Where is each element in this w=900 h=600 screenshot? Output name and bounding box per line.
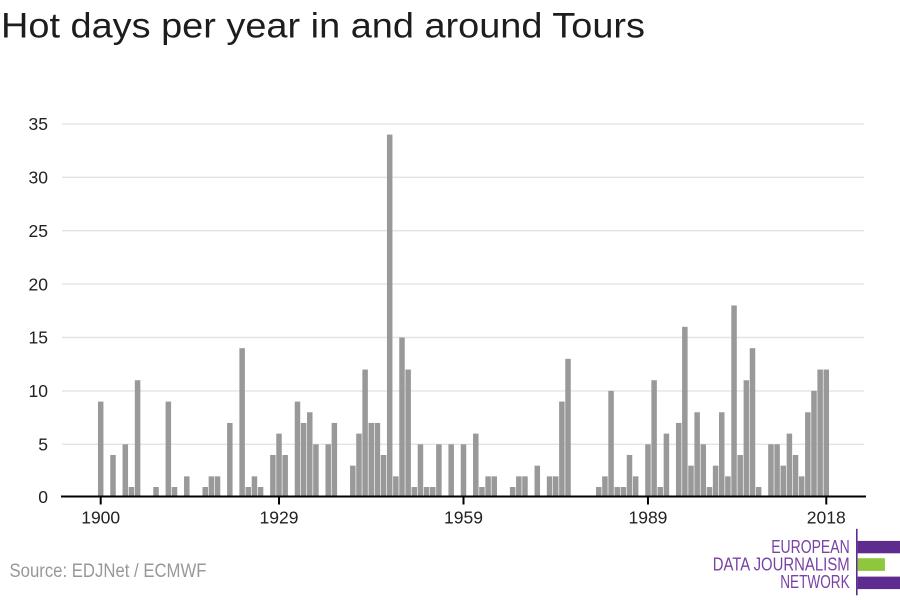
svg-text:DATA JOURNALISM: DATA JOURNALISM (713, 555, 850, 575)
svg-text:0: 0 (38, 487, 48, 507)
svg-text:5: 5 (38, 435, 48, 455)
svg-text:25: 25 (29, 221, 48, 241)
svg-text:1929: 1929 (260, 508, 299, 528)
svg-text:35: 35 (29, 114, 48, 134)
svg-text:2018: 2018 (807, 508, 846, 528)
svg-text:1959: 1959 (444, 508, 483, 528)
svg-text:EUROPEAN: EUROPEAN (771, 537, 850, 557)
svg-text:Hot days per year in and aroun: Hot days per year in and around Tours (1, 7, 645, 46)
svg-text:1989: 1989 (628, 508, 667, 528)
svg-text:15: 15 (29, 328, 48, 348)
svg-text:1900: 1900 (81, 508, 120, 528)
svg-text:20: 20 (29, 274, 49, 294)
svg-text:10: 10 (29, 381, 49, 401)
svg-text:30: 30 (29, 168, 49, 188)
svg-text:NETWORK: NETWORK (780, 572, 850, 592)
svg-text:Source: EDJNet / ECMWF: Source: EDJNet / ECMWF (10, 560, 207, 582)
